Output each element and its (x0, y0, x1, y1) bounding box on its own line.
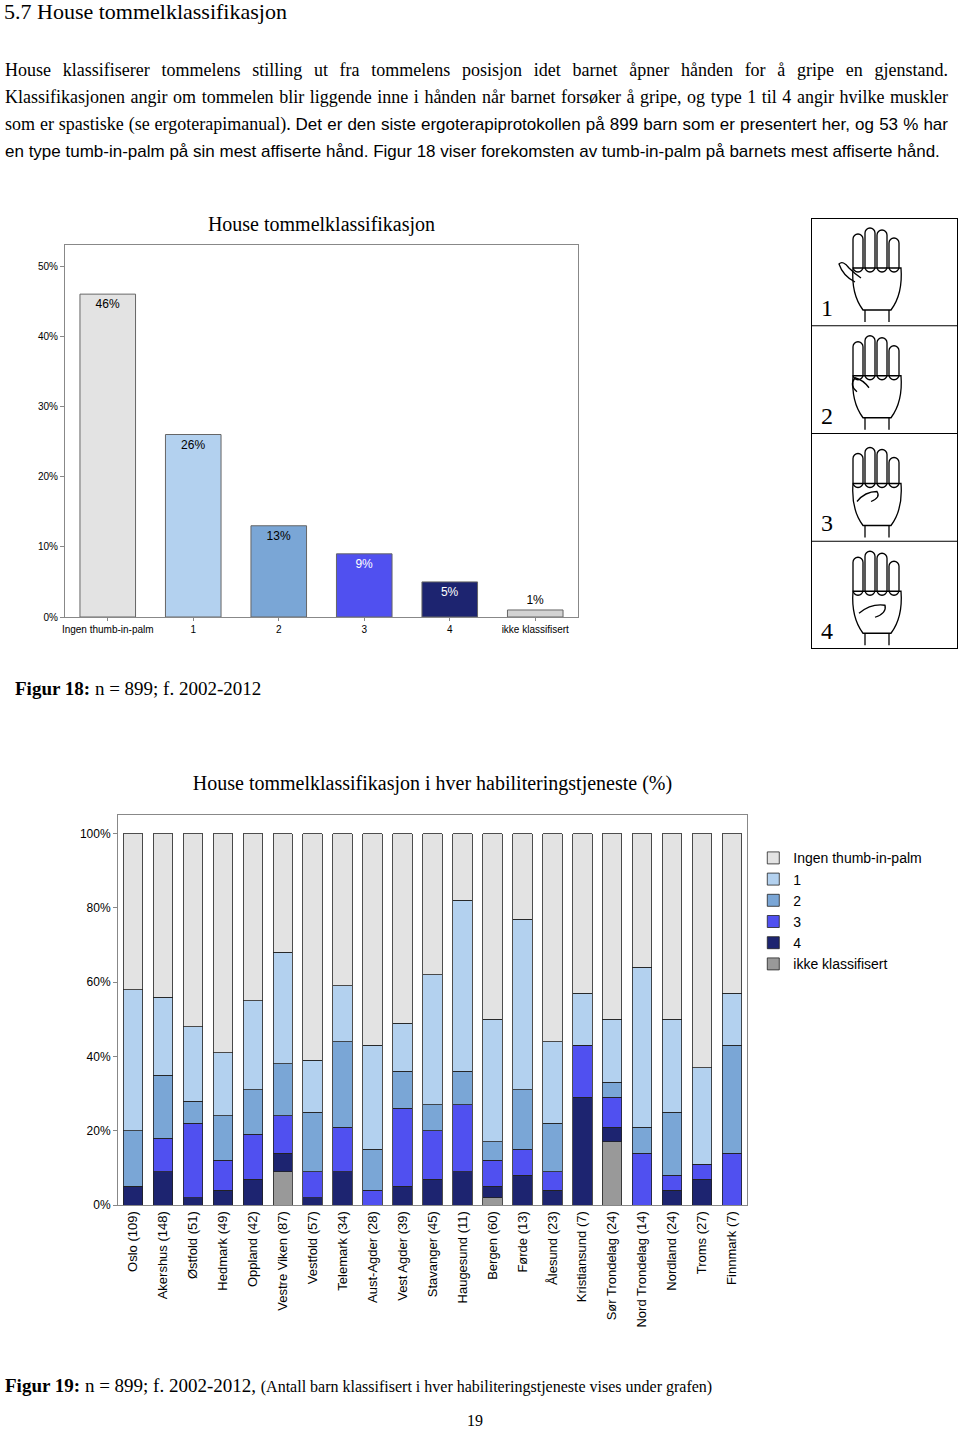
svg-text:0%: 0% (44, 612, 59, 623)
svg-text:ikke klassifisert: ikke klassifisert (793, 956, 887, 972)
svg-text:3: 3 (361, 624, 367, 635)
svg-text:1: 1 (190, 624, 196, 635)
svg-text:10%: 10% (38, 541, 58, 552)
svg-text:Nordland (24): Nordland (24) (664, 1211, 679, 1291)
svg-text:26%: 26% (181, 438, 205, 452)
svg-text:4: 4 (821, 618, 833, 644)
svg-text:Ingen thumb-in-palm: Ingen thumb-in-palm (62, 624, 154, 635)
svg-text:2: 2 (276, 624, 282, 635)
html-text:19: 19 (467, 1412, 483, 1429)
svg-text:Nord Trondelag (14): Nord Trondelag (14) (634, 1211, 649, 1327)
svg-text:80%: 80% (87, 901, 111, 915)
html-text:Figur 18: n = 899; f. 2002-201: Figur 18: n = 899; f. 2002-2012 (15, 678, 262, 699)
svg-text:0%: 0% (93, 1198, 111, 1212)
svg-text:2: 2 (821, 403, 833, 429)
svg-text:60%: 60% (87, 975, 111, 989)
svg-text:Sør Trondelag (24): Sør Trondelag (24) (604, 1211, 619, 1320)
svg-text:9%: 9% (355, 557, 373, 571)
svg-text:Haugesund (11): Haugesund (11) (455, 1211, 470, 1303)
svg-text:Østfold (51): Østfold (51) (185, 1211, 200, 1279)
svg-text:40%: 40% (87, 1050, 111, 1064)
svg-text:30%: 30% (38, 401, 58, 412)
svg-text:4: 4 (793, 935, 801, 951)
svg-text:3: 3 (821, 510, 833, 536)
svg-text:Kristiansund (7): Kristiansund (7) (574, 1211, 589, 1302)
svg-text:Vest Agder (39): Vest Agder (39) (395, 1211, 410, 1301)
svg-text:Ålesund (23): Ålesund (23) (545, 1211, 560, 1285)
svg-text:4: 4 (447, 624, 453, 635)
svg-text:20%: 20% (38, 471, 58, 482)
svg-text:Vestre Viken (87): Vestre Viken (87) (275, 1211, 290, 1310)
svg-text:Aust-Agder (28): Aust-Agder (28) (365, 1211, 380, 1303)
svg-text:Førde (13): Førde (13) (515, 1211, 530, 1272)
svg-text:Vestfold (57): Vestfold (57) (305, 1211, 320, 1284)
svg-text:1: 1 (793, 872, 801, 888)
svg-text:Bergen (60): Bergen (60) (485, 1211, 500, 1280)
svg-text:Oslo (109): Oslo (109) (125, 1211, 140, 1272)
svg-text:Ingen thumb-in-palm: Ingen thumb-in-palm (793, 850, 921, 866)
svg-text:Oppland (42): Oppland (42) (245, 1211, 260, 1287)
svg-text:100%: 100% (80, 827, 111, 841)
svg-text:5%: 5% (441, 585, 459, 599)
svg-text:1: 1 (821, 295, 833, 321)
html-text:Figur 19: n = 899; f. 2002-201: Figur 19: n = 899; f. 2002-2012, (Antall… (5, 1375, 713, 1396)
svg-text:50%: 50% (38, 261, 58, 272)
svg-text:Hedmark (49): Hedmark (49) (215, 1211, 230, 1290)
svg-text:Stavanger (45): Stavanger (45) (425, 1211, 440, 1297)
html-text:House klassifiserer tommelens: House klassifiserer tommelens stilling u… (5, 60, 948, 161)
svg-text:2: 2 (793, 893, 801, 909)
svg-text:House tommelklassifikasjon: House tommelklassifikasjon (208, 215, 435, 236)
svg-text:1%: 1% (526, 593, 544, 607)
svg-text:40%: 40% (38, 331, 58, 342)
svg-text:Finnmark (7): Finnmark (7) (724, 1211, 739, 1285)
svg-text:Troms (27): Troms (27) (694, 1211, 709, 1274)
svg-text:ikke klassifisert: ikke klassifisert (502, 624, 569, 635)
svg-text:Akershus (148): Akershus (148) (155, 1211, 170, 1299)
svg-text:Telemark (34): Telemark (34) (335, 1211, 350, 1290)
svg-text:13%: 13% (267, 529, 291, 543)
html-text:5.7 House tommelklassifikasjon: 5.7 House tommelklassifikasjon (4, 0, 287, 24)
svg-text:46%: 46% (96, 297, 120, 311)
svg-text:House tommelklassifikasjon i h: House tommelklassifikasjon i hver habili… (193, 772, 672, 795)
svg-text:20%: 20% (87, 1124, 111, 1138)
svg-text:3: 3 (793, 914, 801, 930)
